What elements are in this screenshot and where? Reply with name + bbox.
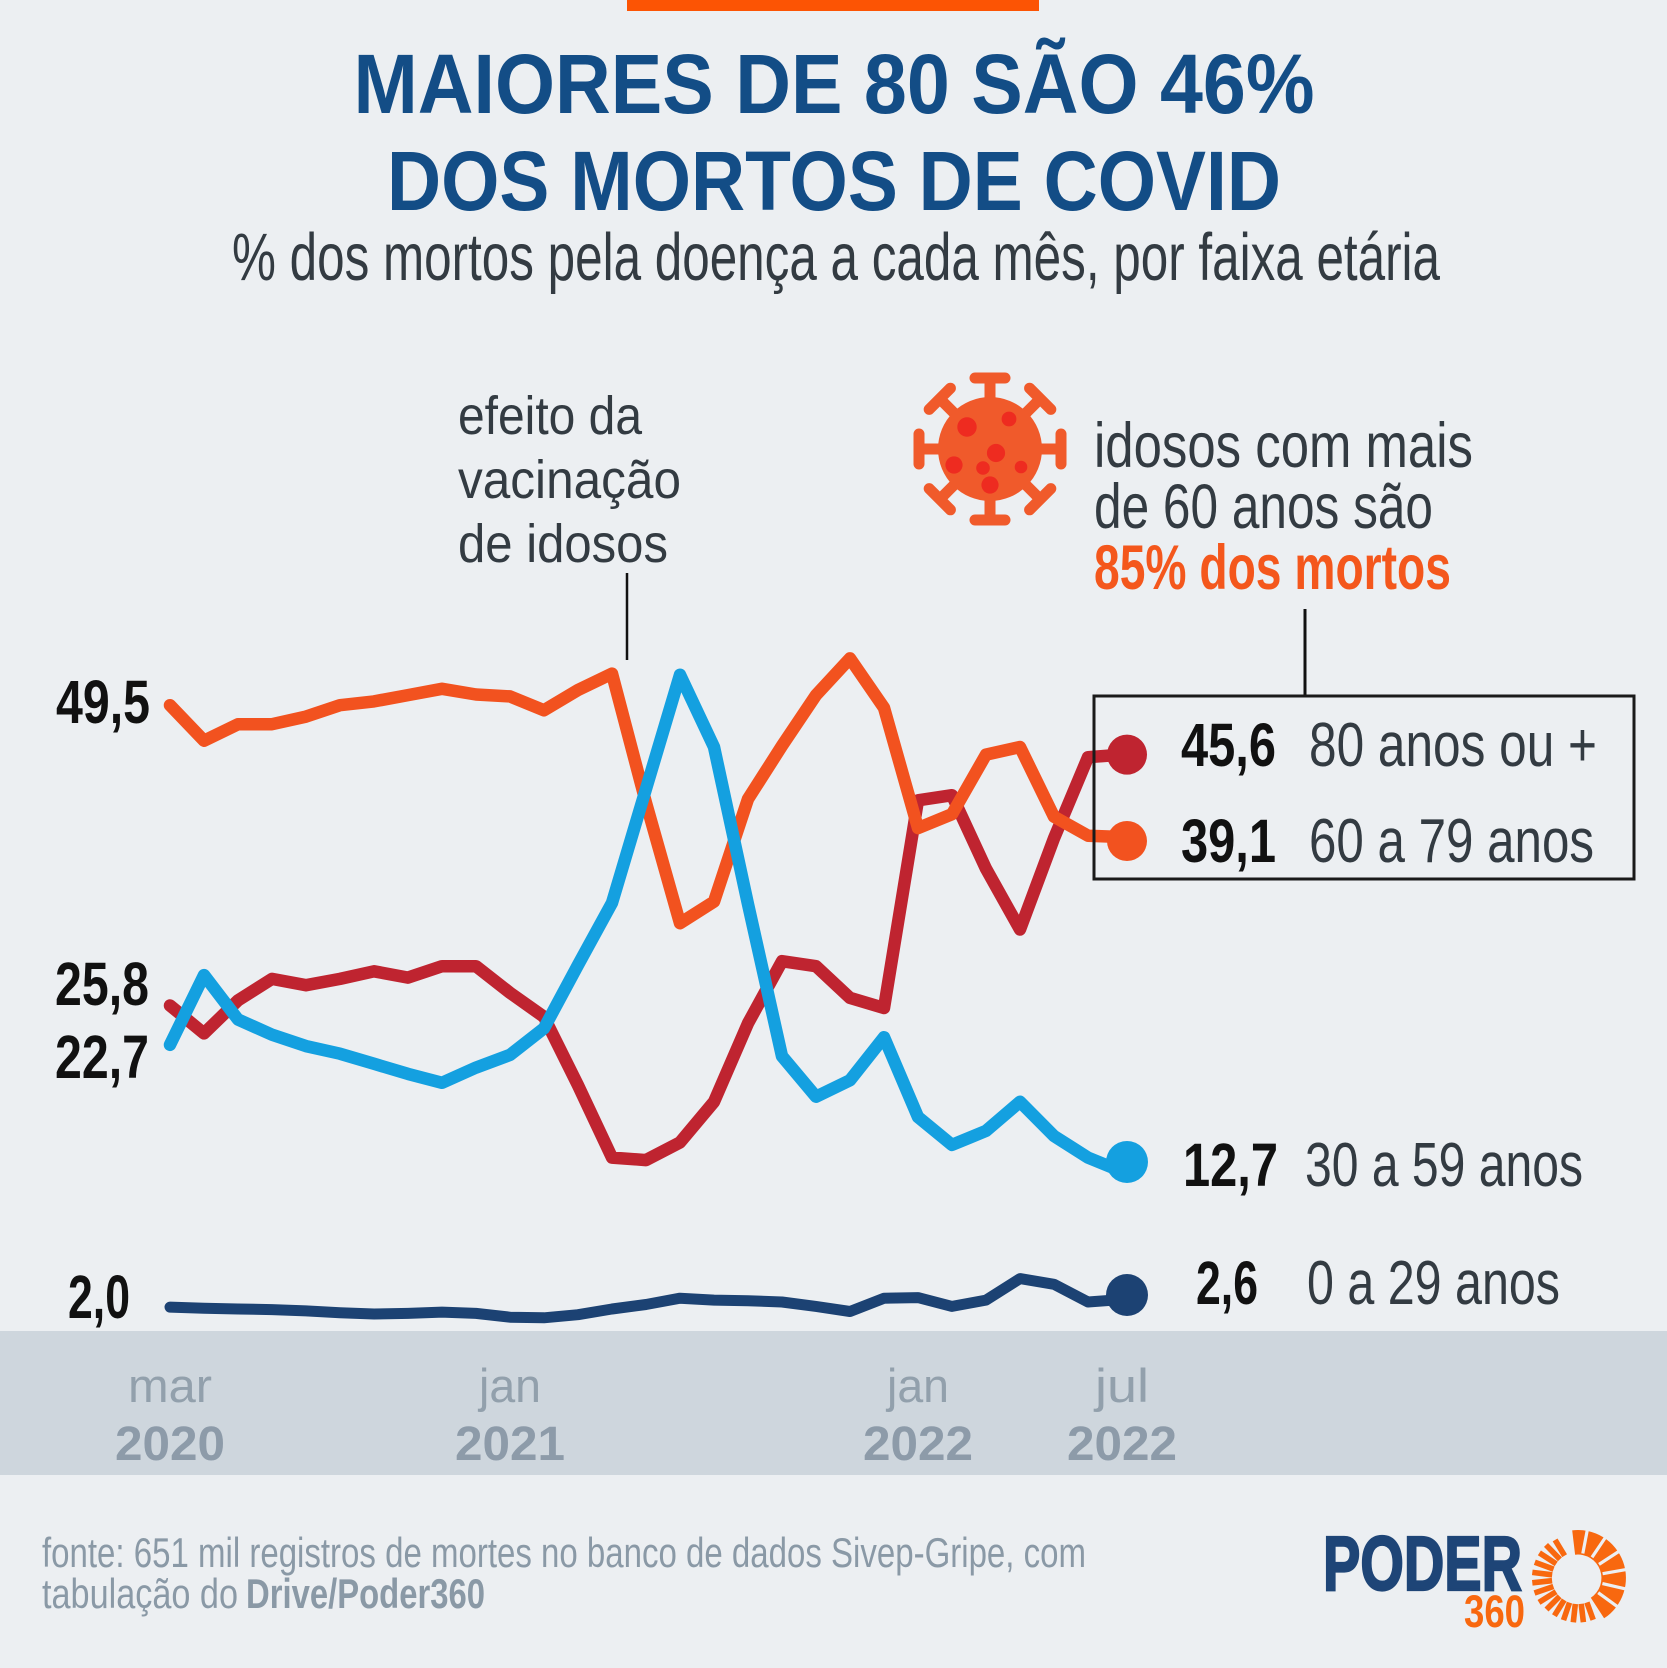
svg-text:% dos mortos pela doença a cad: % dos mortos pela doença a cada mês, por…	[232, 220, 1441, 295]
svg-text:2,6: 2,6	[1196, 1249, 1258, 1317]
svg-text:efeito da: efeito da	[458, 386, 643, 446]
svg-text:2021: 2021	[455, 1418, 565, 1471]
svg-text:22,7: 22,7	[55, 1023, 149, 1091]
svg-text:360: 360	[1464, 1586, 1525, 1637]
svg-text:2022: 2022	[1067, 1418, 1177, 1471]
svg-text:vacinação: vacinação	[458, 450, 681, 510]
svg-text:MAIORES DE 80 SÃO 46%: MAIORES DE 80 SÃO 46%	[354, 37, 1315, 131]
svg-text:Drive/Poder360: Drive/Poder360	[246, 1570, 485, 1617]
svg-text:39,1: 39,1	[1181, 807, 1276, 875]
svg-text:49,5: 49,5	[56, 668, 150, 736]
svg-text:mar: mar	[128, 1359, 212, 1412]
svg-text:tabulação do: tabulação do	[42, 1570, 238, 1617]
svg-text:de 60 anos são: de 60 anos são	[1094, 472, 1433, 542]
svg-text:idosos com mais: idosos com mais	[1094, 411, 1473, 481]
svg-text:2,0: 2,0	[68, 1263, 130, 1331]
svg-text:2020: 2020	[115, 1418, 225, 1471]
svg-text:DOS MORTOS DE COVID: DOS MORTOS DE COVID	[387, 134, 1281, 228]
svg-text:45,6: 45,6	[1181, 711, 1276, 779]
svg-text:jan: jan	[477, 1359, 541, 1412]
svg-text:jul: jul	[1093, 1359, 1149, 1412]
svg-text:PODER: PODER	[1323, 1521, 1522, 1607]
svg-text:fonte: 651 mil registros de mo: fonte: 651 mil registros de mortes no ba…	[42, 1529, 1086, 1576]
svg-text:de idosos: de idosos	[458, 514, 668, 574]
svg-text:25,8: 25,8	[55, 950, 149, 1018]
svg-text:0 a 29 anos: 0 a 29 anos	[1307, 1249, 1560, 1318]
svg-text:2022: 2022	[863, 1418, 973, 1471]
svg-text:12,7: 12,7	[1183, 1131, 1278, 1199]
svg-text:60 a 79 anos: 60 a 79 anos	[1309, 807, 1594, 876]
svg-text:30 a 59 anos: 30 a 59 anos	[1305, 1131, 1583, 1200]
svg-text:jan: jan	[885, 1359, 949, 1412]
svg-text:85% dos mortos: 85% dos mortos	[1094, 533, 1451, 603]
svg-text:80 anos ou +: 80 anos ou +	[1309, 711, 1597, 780]
